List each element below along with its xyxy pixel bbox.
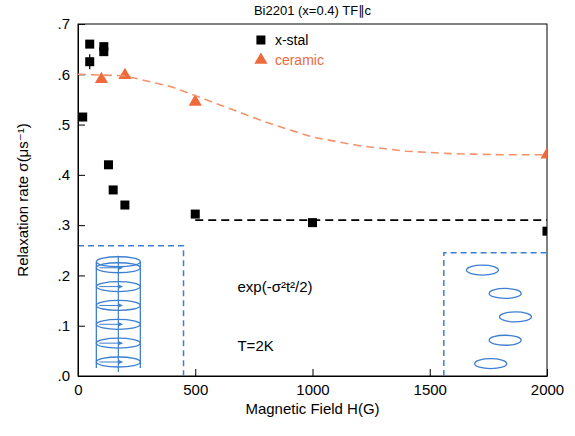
tick-label: .7 (57, 15, 70, 32)
data-point (109, 185, 118, 194)
pancake-vortex (489, 288, 521, 298)
tick-label: .2 (57, 267, 70, 284)
tick-label: .4 (57, 166, 70, 183)
tick: 500 (183, 369, 208, 398)
tick-mark (430, 369, 431, 376)
data-point (104, 160, 113, 169)
legend-marker (254, 52, 267, 63)
tick-label: .5 (57, 116, 70, 133)
tick-mark (78, 125, 85, 126)
y-axis-title: Relaxation rate σ(μs⁻¹) (14, 123, 31, 276)
tick: 1500 (414, 369, 447, 398)
current-arrow (99, 324, 122, 325)
data-point (85, 40, 94, 49)
tick-label: 1000 (296, 381, 329, 398)
vortex-ring (96, 282, 140, 292)
pancake-vortex (475, 359, 507, 369)
data-point (543, 227, 548, 236)
current-arrow (99, 305, 122, 306)
data-point (95, 72, 108, 83)
tick: 1000 (296, 369, 329, 398)
pancake-vortex (489, 335, 521, 345)
tick-label: 1500 (414, 381, 447, 398)
annotation: T=2K (237, 337, 273, 354)
data-point (118, 68, 131, 79)
x-axis: 0 500 1000 1500 2000 (74, 369, 564, 398)
current-arrow (99, 267, 122, 268)
pancake-vortex (466, 265, 498, 275)
vortex-ring (96, 300, 140, 310)
inset-illustrations (78, 246, 547, 376)
cylinder-side (96, 262, 97, 368)
fit-line (195, 219, 547, 221)
tick-mark (313, 369, 314, 376)
inset-box (444, 253, 547, 376)
vortex-ring (96, 263, 140, 273)
legend-entry: x-stal (256, 32, 308, 48)
tick: 2000 (531, 369, 564, 398)
tick-label: .0 (57, 367, 70, 384)
legend: x-stal ceramic (254, 32, 324, 68)
tick: .1 (57, 317, 85, 334)
legend-entry: ceramic (254, 52, 324, 68)
vortex-ring (96, 338, 140, 348)
tick-label: .6 (57, 66, 70, 83)
vortex-ring (96, 357, 140, 367)
legend-marker (256, 36, 265, 45)
x-axis-title: Magnetic Field H(G) (245, 400, 379, 417)
axis-line (78, 25, 79, 377)
plot: 0 500 1000 1500 2000 .0 .1 .2 .3 .4 .5 .6 .7 x-stal ce… (57, 15, 564, 397)
tick: .2 (57, 267, 85, 284)
data-point (85, 57, 94, 66)
cylinder-side (140, 262, 141, 368)
tick-mark (78, 24, 85, 25)
pancake-vortex (499, 312, 531, 322)
plot-frame (78, 24, 547, 376)
data-point (191, 210, 200, 219)
tick: .3 (57, 216, 85, 233)
vortex-ring (96, 319, 140, 329)
inset-box (78, 246, 184, 376)
legend-label: x-stal (275, 32, 308, 48)
y-axis: .0 .1 .2 .3 .4 .5 .6 .7 (57, 15, 85, 384)
tick-mark (78, 225, 85, 226)
tick-mark (78, 275, 85, 276)
tick: .0 (57, 367, 85, 384)
tick-label: 500 (183, 381, 208, 398)
fit-line (78, 74, 547, 154)
legend-label: ceramic (275, 52, 324, 68)
data-marks (78, 40, 547, 236)
tick: .7 (57, 15, 85, 32)
chart: 0 500 1000 1500 2000 .0 .1 .2 .3 .4 .5 .6 .7 x-stal ce… (0, 0, 575, 436)
tick-mark (78, 175, 85, 176)
cylinder-top (96, 257, 140, 267)
axis-line (79, 376, 548, 377)
tick-mark (547, 369, 548, 376)
tick-mark (78, 376, 85, 377)
tick-label: .3 (57, 216, 70, 233)
data-point (120, 201, 129, 210)
data-point (78, 113, 87, 122)
tick-mark (78, 326, 85, 327)
annotation: exp(-σ²t²/2) (237, 278, 312, 295)
chart-title: Bi2201 (x=0.4) TF∥c (254, 3, 372, 18)
current-arrow (99, 343, 122, 344)
tick-label: 0 (74, 381, 82, 398)
tick-label: 2000 (531, 381, 564, 398)
tick-label: .1 (57, 317, 70, 334)
current-arrow (99, 286, 122, 287)
tick-mark (195, 369, 196, 376)
current-arrow (99, 362, 122, 363)
data-point (540, 147, 547, 158)
tick: .4 (57, 166, 85, 183)
data-point (99, 47, 108, 56)
